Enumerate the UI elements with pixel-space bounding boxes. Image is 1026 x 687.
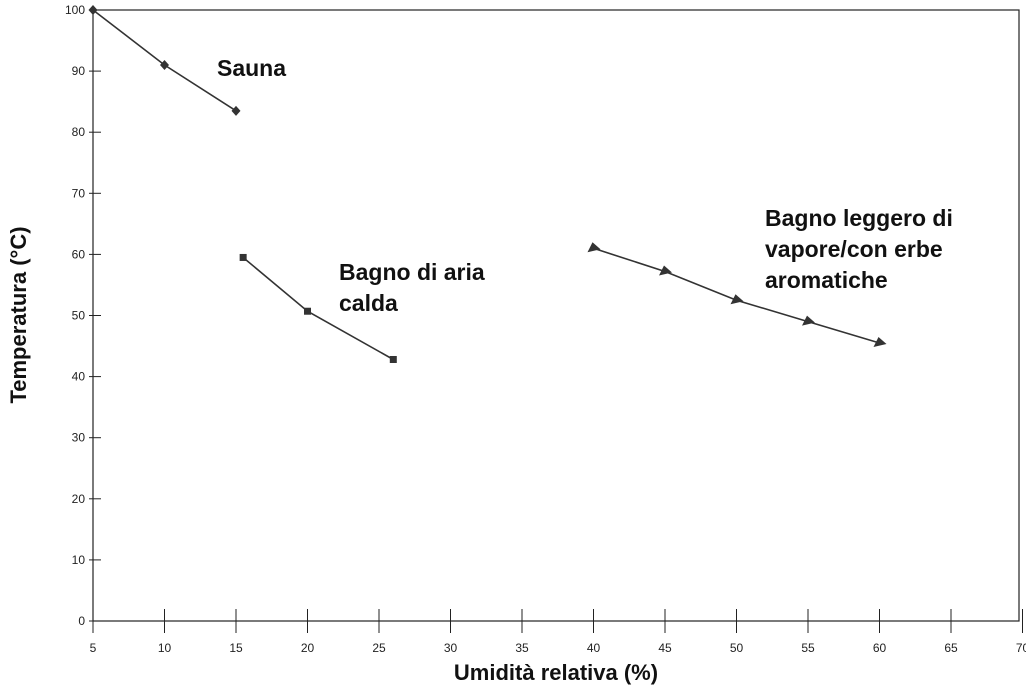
x-tick-label: 45 bbox=[658, 641, 672, 655]
y-axis-ticks: 0 10 20 30 40 50 60 70 80 90 100 bbox=[65, 3, 101, 628]
x-tick-label: 35 bbox=[515, 641, 529, 655]
y-tick-label: 20 bbox=[72, 492, 86, 506]
x-tick-label: 15 bbox=[229, 641, 243, 655]
x-axis-title: Umidità relativa (%) bbox=[454, 660, 658, 685]
x-tick-label: 5 bbox=[90, 641, 97, 655]
y-tick-label: 40 bbox=[72, 370, 86, 384]
x-tick-label: 40 bbox=[587, 641, 601, 655]
data-point-triangle bbox=[730, 294, 744, 305]
y-axis-title: Temperatura (°C) bbox=[6, 226, 31, 403]
plot-frame bbox=[92, 9, 1020, 622]
y-tick-label: 10 bbox=[72, 553, 86, 567]
data-point-triangle bbox=[873, 336, 887, 347]
data-point-square bbox=[304, 307, 311, 315]
data-point-triangle bbox=[659, 265, 672, 276]
x-tick-label: 10 bbox=[158, 641, 172, 655]
y-tick-label: 0 bbox=[78, 614, 85, 628]
y-tick-label: 100 bbox=[65, 3, 85, 17]
x-tick-label: 60 bbox=[873, 641, 887, 655]
x-tick-label: 25 bbox=[372, 641, 386, 655]
x-axis-ticks: 5 10 15 20 25 30 35 40 45 50 55 60 65 70 bbox=[90, 641, 1026, 655]
series-layer bbox=[88, 5, 887, 363]
y-tick-label: 80 bbox=[72, 125, 86, 139]
data-point-triangle bbox=[802, 315, 815, 326]
y-tick-label: 50 bbox=[72, 309, 86, 323]
data-point-triangle bbox=[587, 242, 601, 253]
y-tick-label: 60 bbox=[72, 247, 86, 261]
x-tick-label: 30 bbox=[444, 641, 458, 655]
x-tick-label: 50 bbox=[730, 641, 744, 655]
x-tick-label: 65 bbox=[944, 641, 958, 655]
series-label-bagno-aria-calda: Bagno di aria calda bbox=[339, 259, 485, 316]
series-label-sauna: Sauna bbox=[217, 55, 286, 81]
y-tick-label: 70 bbox=[72, 186, 86, 200]
x-tick-label: 55 bbox=[801, 641, 815, 655]
y-tick-label: 90 bbox=[72, 64, 86, 78]
data-point-square bbox=[239, 253, 247, 261]
x-tick-label: 20 bbox=[301, 641, 315, 655]
data-point-diamond bbox=[88, 5, 98, 15]
x-tick-label: 70 bbox=[1016, 641, 1026, 655]
x-axis-minor-ticks bbox=[92, 609, 1023, 633]
y-tick-label: 30 bbox=[72, 431, 86, 445]
data-point-diamond bbox=[160, 59, 169, 70]
data-point-square bbox=[389, 355, 397, 363]
series-label-bagno-vapore: Bagno leggero di vapore/con erbe aromatich… bbox=[765, 205, 953, 293]
data-point-diamond bbox=[231, 105, 241, 116]
